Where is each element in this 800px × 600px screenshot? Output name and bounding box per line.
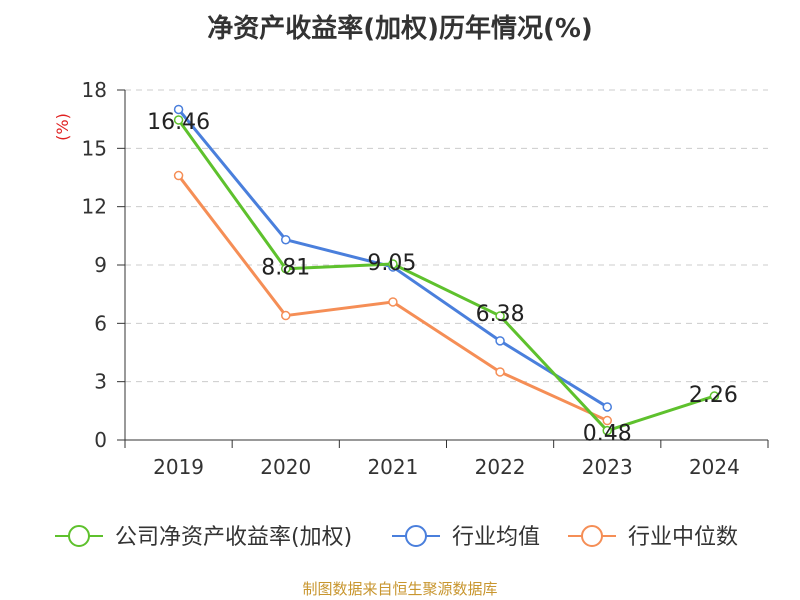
y-tick-label: 18 [82, 78, 107, 102]
y-tick-label: 15 [82, 136, 107, 160]
x-tick-label: 2019 [153, 455, 204, 479]
legend: 公司净资产收益率(加权) 行业均值 行业中位数 [55, 525, 738, 550]
data-labels: 16.46 8.81 9.05 6.38 0.48 2.26 [147, 110, 738, 447]
data-label: 6.38 [476, 302, 525, 327]
data-point [173, 104, 184, 115]
data-point [602, 425, 612, 436]
data-label: 9.05 [367, 251, 416, 276]
series-line [177, 119, 715, 433]
legend-marker [581, 525, 603, 547]
data-point [709, 391, 720, 401]
legend-label: 公司净资产收益率(加权) [115, 525, 352, 550]
legend-label: 行业中位数 [628, 525, 738, 550]
data-label: 16.46 [147, 110, 210, 135]
x-tick-label: 2024 [689, 455, 740, 479]
data-point [388, 259, 398, 269]
y-tick-label: 9 [94, 253, 107, 277]
data-point [495, 311, 505, 321]
y-tick-label: 6 [94, 311, 107, 335]
legend-marker [68, 525, 90, 547]
data-point [388, 297, 398, 307]
data-label: 8.81 [261, 256, 310, 281]
data-source: 制图数据来自恒生聚源数据库 [302, 580, 498, 598]
data-point [281, 310, 291, 321]
x-tick-label: 2023 [582, 455, 633, 479]
chart-title: 净资产收益率(加权)历年情况(%) [207, 14, 593, 44]
data-point [173, 170, 184, 181]
series-lines [173, 104, 720, 436]
data-point [602, 415, 612, 426]
legend-marker [405, 525, 427, 547]
y-tick-label: 0 [94, 428, 107, 452]
x-tick-label: 2021 [367, 455, 418, 479]
x-tick-label: 2022 [475, 455, 526, 479]
data-point [281, 234, 291, 245]
data-point [602, 402, 612, 412]
y-tick-label: 12 [82, 195, 107, 219]
data-label: 0.48 [583, 422, 632, 447]
data-point [281, 263, 291, 274]
data-label: 2.26 [689, 383, 738, 408]
x-tick-label: 2020 [260, 455, 311, 479]
gridlines [125, 89, 768, 383]
y-tick-label: 3 [94, 370, 107, 394]
axes: 0 3 6 9 12 15 18 2019 2020 2021 2022 2023 2024 (%) [53, 78, 769, 479]
data-point [495, 336, 505, 346]
y-axis-label: (%) [53, 113, 72, 141]
legend-label: 行业均值 [452, 525, 540, 550]
data-point [173, 115, 184, 125]
data-point [495, 367, 505, 377]
